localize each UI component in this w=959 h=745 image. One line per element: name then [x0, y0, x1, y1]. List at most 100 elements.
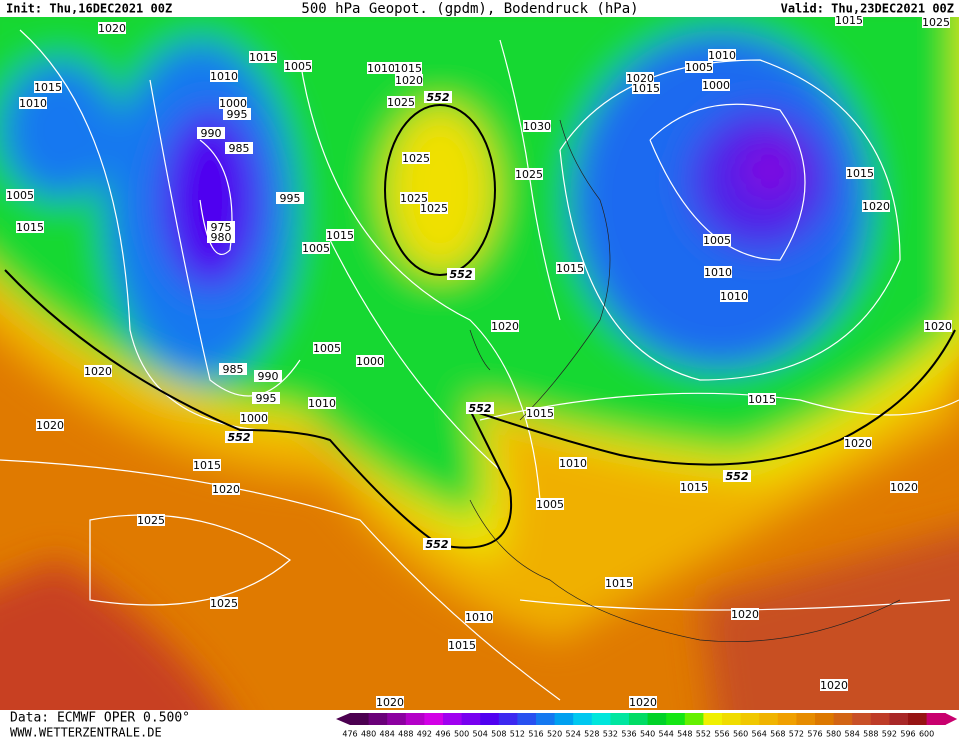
legend-swatch: [517, 713, 537, 725]
legend-label: 528: [584, 730, 599, 739]
isobar-label: 1020: [844, 437, 872, 450]
isobar-label-bg: [225, 142, 253, 154]
isobar-label: 1015: [326, 229, 354, 242]
legend-label: 540: [640, 730, 655, 739]
isobar-label-bg: [223, 108, 251, 120]
isobar-label: 1015: [448, 639, 476, 652]
isobar-label: 995: [256, 392, 277, 405]
isobar-label-bg: [748, 393, 776, 405]
isobar-label-bg: [395, 74, 423, 86]
legend-label: 532: [603, 730, 618, 739]
isobar-label-group: 1020: [84, 365, 112, 378]
isobar-label-group: 1010: [559, 457, 587, 470]
isobar-label-group: 1000: [356, 355, 384, 368]
isobar-label: 975: [211, 221, 232, 234]
isobar-label: 1010: [308, 397, 336, 410]
isobar-label-bg: [16, 221, 44, 233]
isobar-label-group: 1020: [844, 437, 872, 450]
isobar-label: 1025: [400, 192, 428, 205]
isobar-label: 995: [280, 192, 301, 205]
isobar-label-group: 990: [254, 370, 282, 383]
legend-label: 512: [510, 730, 525, 739]
geopotential-label-bg: [723, 470, 751, 482]
isobar-label: 1020: [820, 679, 848, 692]
isobar-label: 1030: [523, 120, 551, 133]
isobar-label-group: 1000: [219, 97, 247, 110]
isobar-label: 1010: [210, 70, 238, 83]
legend-swatch: [424, 713, 444, 725]
isobar-label: 1015: [34, 81, 62, 94]
isobar-label-bg: [254, 370, 282, 382]
legend-label: 572: [789, 730, 804, 739]
legend-label: 520: [547, 730, 562, 739]
isobar-label-group: 990: [197, 127, 225, 140]
color-legend: 476 480 484 488 492 496 500 504 508 512 516 520 524 5…: [336, 713, 958, 739]
isobar-label-bg: [924, 320, 952, 332]
isobar-label: 1015: [556, 262, 584, 275]
legend-swatch: [350, 713, 370, 725]
isobar-label: 1015: [249, 51, 277, 64]
isobar-label-group: 1010: [720, 290, 748, 303]
legend-swatch: [908, 713, 928, 725]
isobar-label-bg: [212, 483, 240, 495]
legend-label: 492: [417, 730, 432, 739]
isobar-label-bg: [626, 72, 654, 84]
isobar-label-bg: [252, 392, 280, 404]
isobar-label-group: 1020: [731, 608, 759, 621]
isobar-label: 1020: [629, 696, 657, 709]
legend-swatch: [610, 713, 630, 725]
isobar-label-group: 995: [223, 108, 251, 121]
isobar-label: 1020: [376, 696, 404, 709]
isobar-label-group: 1000: [702, 79, 730, 92]
isobar-label-bg: [820, 679, 848, 691]
isobar-label-group: 1025: [420, 202, 448, 215]
isobar-label-bg: [720, 290, 748, 302]
legend-swatch: [703, 713, 723, 725]
isobar-label-bg: [708, 49, 736, 61]
legend-label: 588: [863, 730, 878, 739]
isobar-label-bg: [193, 459, 221, 471]
isobar-label-bg: [276, 192, 304, 204]
isobar-label-bg: [326, 229, 354, 241]
isobar-label: 1010: [367, 62, 395, 75]
legend-swatch: [387, 713, 407, 725]
legend-label: 584: [845, 730, 860, 739]
isobar-label: 1015: [748, 393, 776, 406]
isobar-label-group: 1015: [632, 82, 660, 95]
isobar-label-group: 1015: [193, 459, 221, 472]
isobar-label-bg: [308, 397, 336, 409]
isobar-label-bg: [210, 597, 238, 609]
isobar-label: 1005: [685, 61, 713, 74]
isobar-label-bg: [249, 51, 277, 63]
legend-label: 576: [807, 730, 822, 739]
legend-label: 556: [714, 730, 729, 739]
isobar-label: 1005: [703, 234, 731, 247]
isobar-label-group: 1020: [491, 320, 519, 333]
isobar-label-group: 1015: [846, 167, 874, 180]
legend-swatch: [480, 713, 500, 725]
legend-swatch: [629, 713, 649, 725]
isobar-label: 1005: [284, 60, 312, 73]
legend-label: 544: [659, 730, 674, 739]
isobar-label-bg: [387, 96, 415, 108]
isobar-label-group: 1030: [523, 120, 551, 133]
legend-swatch: [926, 713, 946, 725]
isobar-label: 985: [229, 142, 250, 155]
geopotential-label-group: 552: [225, 431, 253, 444]
isobar-label-bg: [240, 412, 268, 424]
isobar-label-group: 1025: [137, 514, 165, 527]
isobar-label-bg: [559, 457, 587, 469]
legend-swatch: [815, 713, 835, 725]
isobar-label-group: 1020: [395, 74, 423, 87]
isobar-label-bg: [137, 514, 165, 526]
isobar-label-group: 1020: [98, 22, 126, 35]
isobar-label-group: 1025: [210, 597, 238, 610]
geopotential-label: 552: [228, 431, 251, 444]
legend-arrow-low: [336, 713, 350, 725]
isobar-label-group: 1010: [308, 397, 336, 410]
isobar-label-bg: [367, 62, 395, 74]
isobar-label-group: 1025: [387, 96, 415, 109]
isobar-label-group: 1010: [704, 266, 732, 279]
site-url: WWW.WETTERZENTRALE.DE: [10, 726, 162, 740]
isobar-label: 1020: [731, 608, 759, 621]
